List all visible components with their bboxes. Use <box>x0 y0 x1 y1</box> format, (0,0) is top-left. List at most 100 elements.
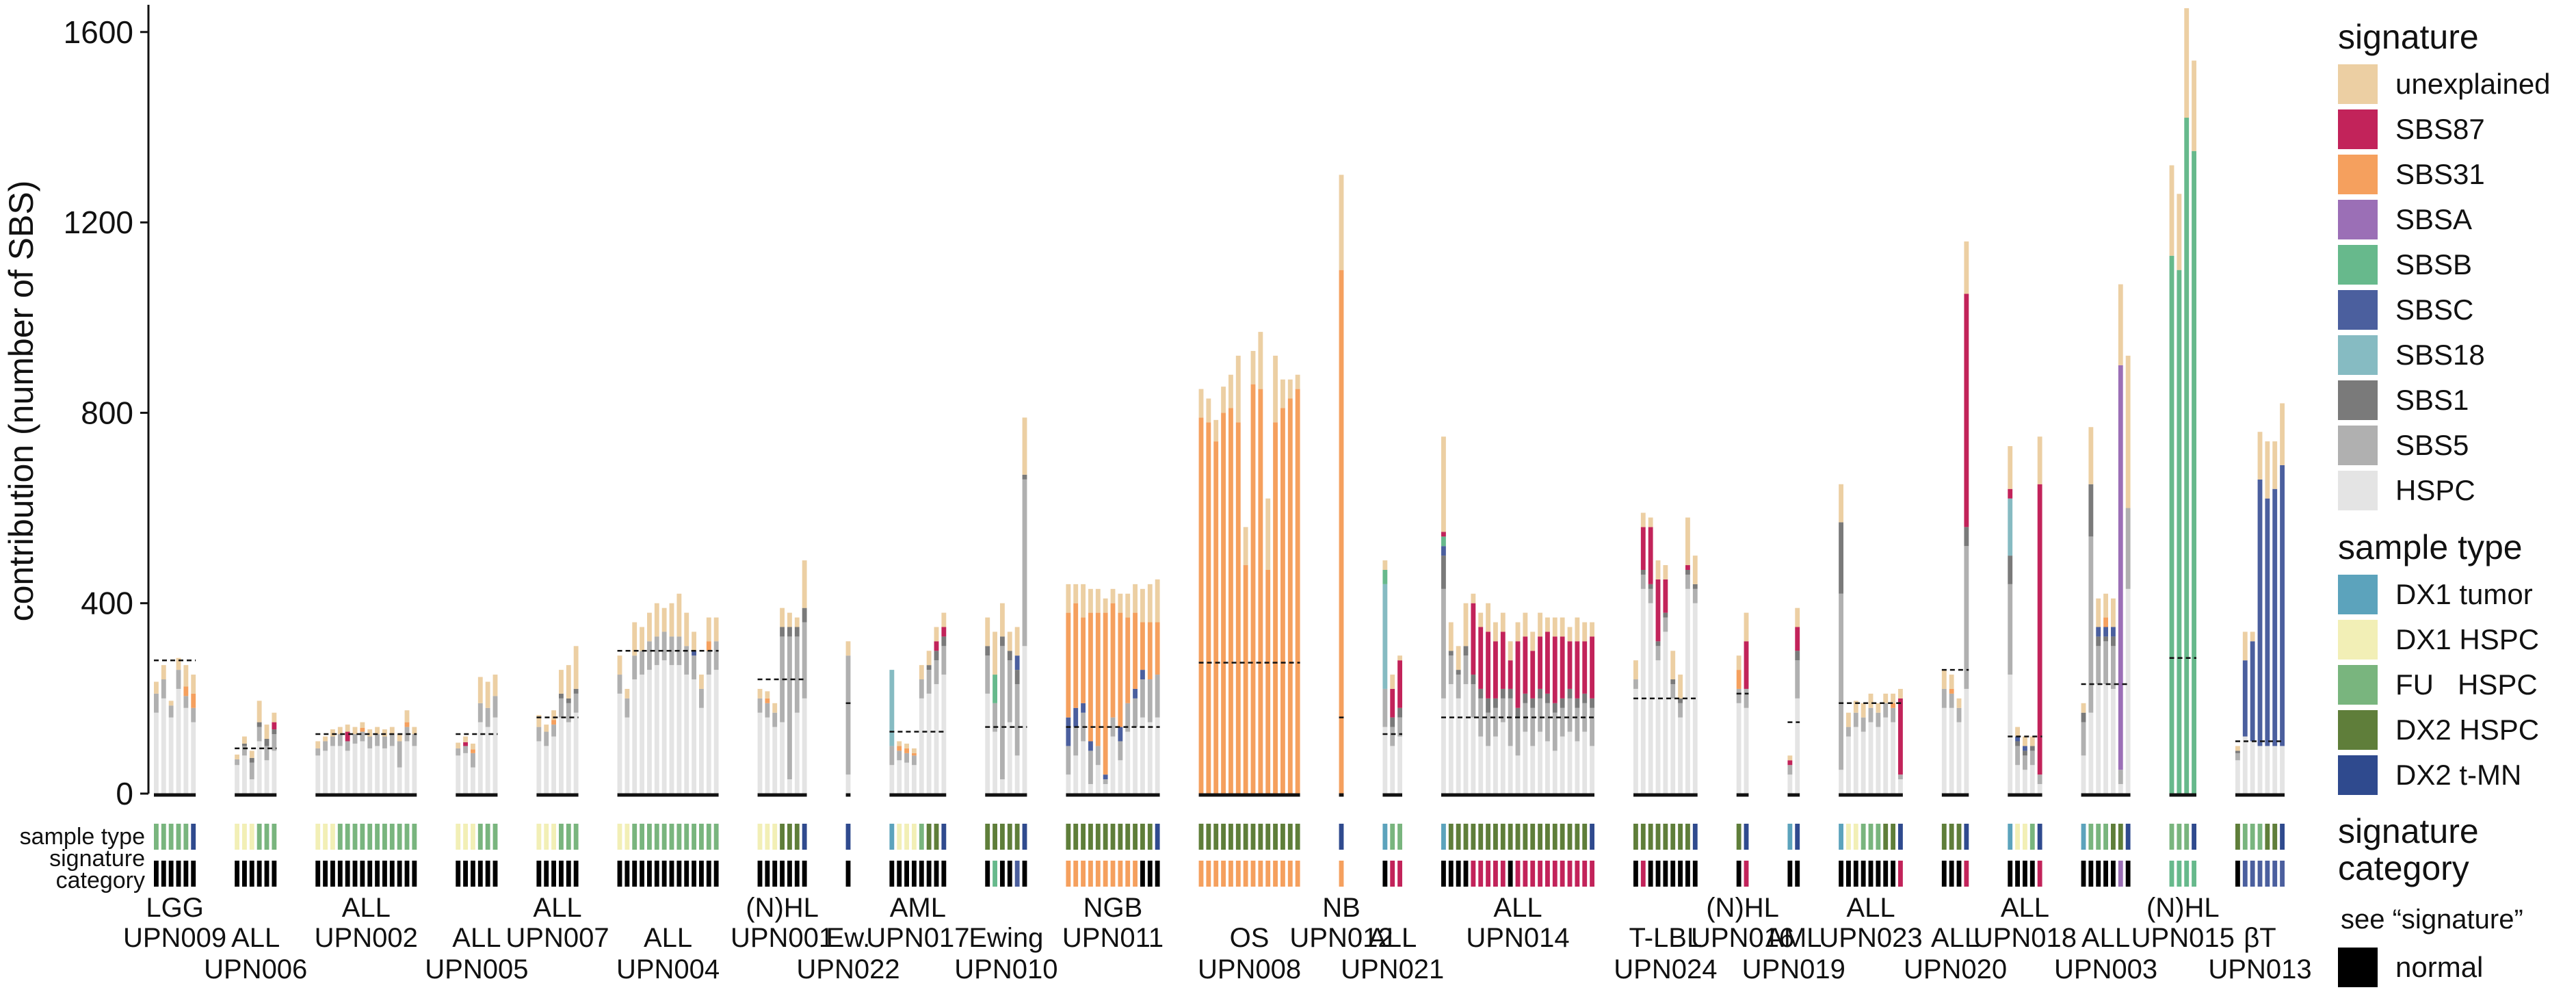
bar-stack <box>889 670 895 794</box>
patient-label: UPN020 <box>1904 954 2007 984</box>
bar-segment-SBS87 <box>1545 631 1550 694</box>
signature-category-tile <box>1508 861 1513 887</box>
bar-stack <box>684 612 689 794</box>
sample-type-tile <box>1787 824 1793 850</box>
bar-stack <box>780 608 785 794</box>
signature-category-tile <box>1073 861 1079 887</box>
signature-category-tile <box>1685 861 1690 887</box>
signature-category-tile <box>337 861 343 887</box>
bar-segment-unexplained <box>2081 703 2086 713</box>
bar-segment-unexplained <box>2103 593 2108 618</box>
bar-segment-SBSC <box>692 651 696 656</box>
sample-type-tile <box>1265 824 1271 850</box>
signature-category-tile <box>1941 861 1947 887</box>
bar-segment-unexplained <box>404 710 410 722</box>
bar-segment-SBS5 <box>1787 765 1793 775</box>
bar-segment-SBS5 <box>1795 660 1800 699</box>
bar-segment-HSPC <box>2111 688 2116 794</box>
bar-stack <box>1648 517 1653 794</box>
sample-type-tile <box>1575 824 1580 850</box>
bar-segment-SBS31 <box>1891 703 1895 708</box>
signature-category-tile <box>919 861 924 887</box>
sample-type-tile <box>1448 824 1454 850</box>
bar-segment-unexplained <box>1590 622 1594 637</box>
bar-stack <box>1663 565 1668 794</box>
bar-segment-SBS1 <box>272 729 277 735</box>
bar-segment-unexplained <box>2096 598 2101 627</box>
bar-group-UPN018 <box>2008 436 2042 797</box>
bar-segment-HSPC <box>1110 736 1116 794</box>
bar-segment-HSPC <box>1000 779 1005 794</box>
bar-segment-HSPC <box>1478 736 1484 794</box>
bar-stack <box>345 725 350 794</box>
bar-segment-SBS87 <box>1648 527 1653 584</box>
signature-category-tile <box>2118 861 2123 887</box>
bar-segment-SBS5 <box>1471 683 1476 718</box>
bar-segment-unexplained <box>1898 688 1903 699</box>
sample-type-tile <box>1198 824 1204 850</box>
bar-stack <box>2257 432 2263 794</box>
bar-segment-unexplained <box>1066 584 1071 613</box>
bar-group-UPN012 <box>1339 174 1344 797</box>
bar-segment-unexplained <box>1273 355 1278 423</box>
bar-segment-SBS31 <box>1235 422 1241 794</box>
bar-segment-unexplained <box>1523 612 1528 637</box>
bar-segment-HSPC <box>249 779 254 794</box>
sample-type-tile <box>684 824 689 850</box>
bar-segment-HSPC <box>912 765 917 794</box>
signature-category-tile <box>1110 861 1116 887</box>
bar-segment-HSPC <box>242 755 247 794</box>
bar-segment-HSPC <box>1956 722 1962 794</box>
signature-category-tile <box>2037 861 2042 887</box>
signature-category-tile <box>456 861 461 887</box>
signature-category-tile <box>1590 861 1594 887</box>
bar-segment-SBS31 <box>2103 617 2108 627</box>
bar-segment-SBS5 <box>919 679 924 699</box>
signature-category-tile <box>2257 861 2263 887</box>
bar-segment-HSPC <box>1500 722 1506 794</box>
signature-category-tile <box>2111 861 2116 887</box>
bar-segment-unexplained <box>1787 755 1793 761</box>
bar-stack <box>2015 727 2020 794</box>
sample-type-tile <box>337 824 343 850</box>
bar-segment-unexplained <box>1744 612 1749 642</box>
bar-segment-unexplained <box>2088 427 2094 484</box>
bar-segment-SBS1 <box>242 743 247 746</box>
sample-type-tile <box>1744 824 1749 850</box>
sample-type-tile <box>993 824 997 850</box>
bar-segment-unexplained <box>919 665 924 680</box>
bar-segment-SBS87 <box>1898 698 1903 775</box>
sample-type-tile <box>1250 824 1256 850</box>
signature-category-tile <box>2272 861 2278 887</box>
bar-segment-HSPC <box>272 751 277 794</box>
bar-segment-SBS1 <box>2081 712 2086 722</box>
bar-segment-unexplained <box>904 743 909 748</box>
bar-segment-SBS5 <box>625 698 630 718</box>
signature-category-tile <box>713 861 719 887</box>
bar-segment-HSPC <box>337 746 343 794</box>
bar-segment-SBS5 <box>1670 683 1676 699</box>
bar-segment-SBS1 <box>1000 636 1005 647</box>
legend-label: unexplained <box>2395 68 2551 100</box>
bar-stack <box>794 617 800 794</box>
legend-sample-type-FU: FU HSPC <box>2338 662 2571 707</box>
bar-segment-unexplained <box>1133 584 1138 613</box>
bar-segment-SBS5 <box>1088 751 1093 785</box>
bar-stack <box>1678 675 1683 794</box>
sample-type-tile <box>1678 824 1683 850</box>
bar-segment-unexplained <box>1575 617 1580 642</box>
sample-type-tile <box>315 824 321 850</box>
bar-segment-SBS5 <box>1493 707 1498 737</box>
patient-label: UPN011 <box>1062 923 1164 953</box>
legend-swatch <box>2338 426 2378 465</box>
bar-segment-HSPC <box>1853 727 1858 794</box>
bar-segment-unexplained <box>412 727 417 735</box>
sample-type-tile <box>1670 824 1676 850</box>
cancer-label: ALL <box>231 923 280 953</box>
bar-segment-SBS5 <box>566 703 571 722</box>
y-tick-label: 1600 <box>64 14 133 50</box>
bar-segment-HSPC <box>692 679 696 794</box>
bar-stack <box>1397 655 1402 794</box>
bar-segment-SBS5 <box>1678 703 1683 718</box>
signature-category-tile <box>382 861 387 887</box>
